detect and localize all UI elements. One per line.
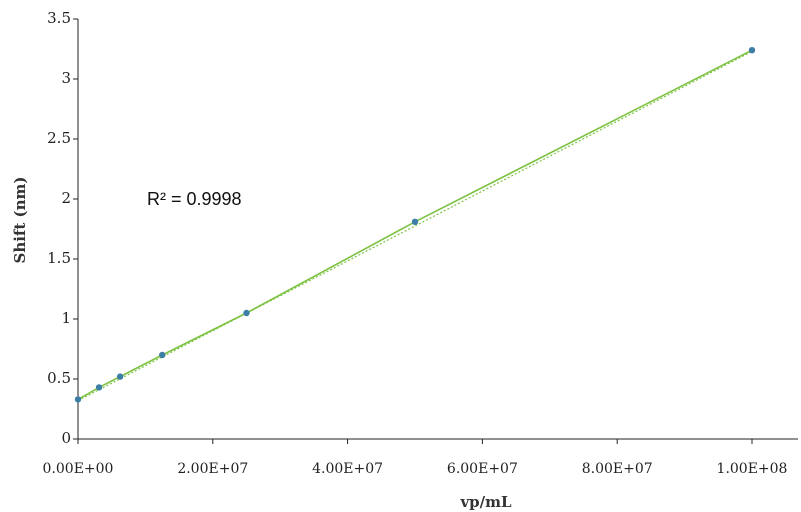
- data-point: [748, 47, 756, 54]
- x-tick-label: 0.00E+00: [43, 461, 114, 477]
- x-tick-label: 8.00E+07: [582, 461, 653, 477]
- trendline: [77, 49, 753, 402]
- data-point: [74, 396, 82, 403]
- y-tick-label: 0.5: [47, 369, 71, 387]
- y-axis-title: Shift (nm): [11, 176, 29, 263]
- y-tick-label: 1: [61, 309, 71, 327]
- linear-trendline: [77, 50, 753, 402]
- x-axis: 0.00E+00 2.00E+07 4.00E+07 6.00E+07 8.00E+07…: [43, 438, 798, 477]
- data-point: [159, 351, 166, 359]
- y-tick-label: 3.5: [47, 9, 71, 27]
- y-tick-label: 2: [61, 189, 71, 207]
- x-tick-label: 2.00E+07: [177, 461, 248, 477]
- r-squared-annotation: R² = 0.9998: [147, 189, 242, 209]
- x-tick-label: 4.00E+07: [312, 461, 383, 477]
- x-axis-title: vp/mL: [459, 493, 512, 511]
- data-point: [243, 309, 250, 317]
- y-tick-label: 1.5: [47, 249, 71, 267]
- x-tick-label: 6.00E+07: [447, 461, 518, 477]
- y-tick-label: 3: [61, 69, 71, 87]
- data-points: [74, 47, 756, 403]
- x-tick-label: 1.00E+08: [717, 461, 788, 477]
- y-tick-label: 0: [61, 429, 71, 447]
- y-axis: 0 0.5 1 1.5 2 2.5 3 3.5: [47, 9, 79, 447]
- data-point: [116, 373, 124, 380]
- data-point: [411, 218, 419, 225]
- data-point: [95, 384, 103, 391]
- y-tick-label: 2.5: [47, 129, 71, 147]
